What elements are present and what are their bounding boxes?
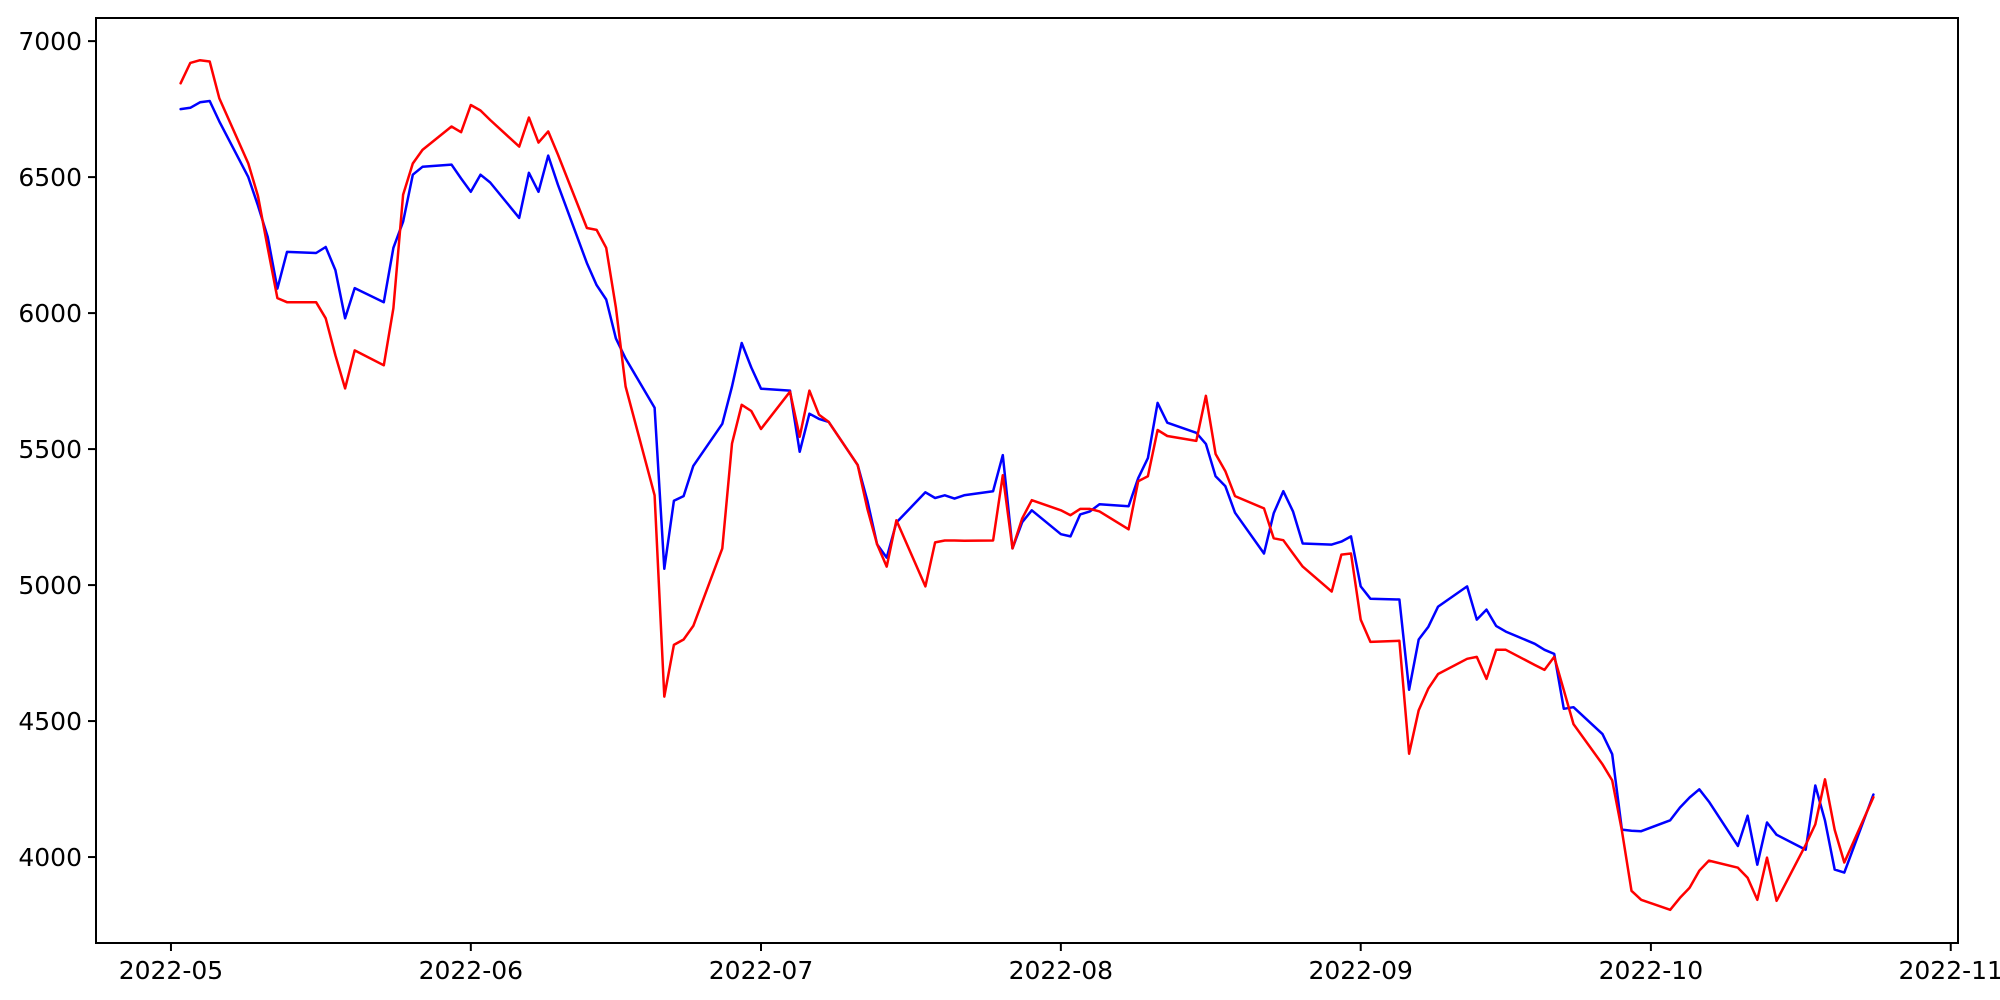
y-tick-label: 5000: [18, 571, 82, 600]
series-red-line: [179, 58, 1875, 912]
y-tick-label: 6500: [18, 163, 82, 192]
x-tick-label: 2022-11: [1899, 956, 2000, 985]
y-tick-label: 4000: [18, 843, 82, 872]
x-tick-label: 2022-07: [709, 956, 813, 985]
x-tick-label: 2022-08: [1009, 956, 1113, 985]
y-tick-label: 5500: [18, 435, 82, 464]
y-tick-label: 7000: [18, 27, 82, 56]
y-tick-label: 6000: [18, 299, 82, 328]
y-tick-label: 4500: [18, 707, 82, 736]
plot-area: [95, 17, 1959, 944]
x-tick-label: 2022-09: [1308, 956, 1412, 985]
x-tick-label: 2022-06: [419, 956, 523, 985]
x-tick-label: 2022-05: [119, 956, 223, 985]
x-tick-label: 2022-10: [1599, 956, 1703, 985]
